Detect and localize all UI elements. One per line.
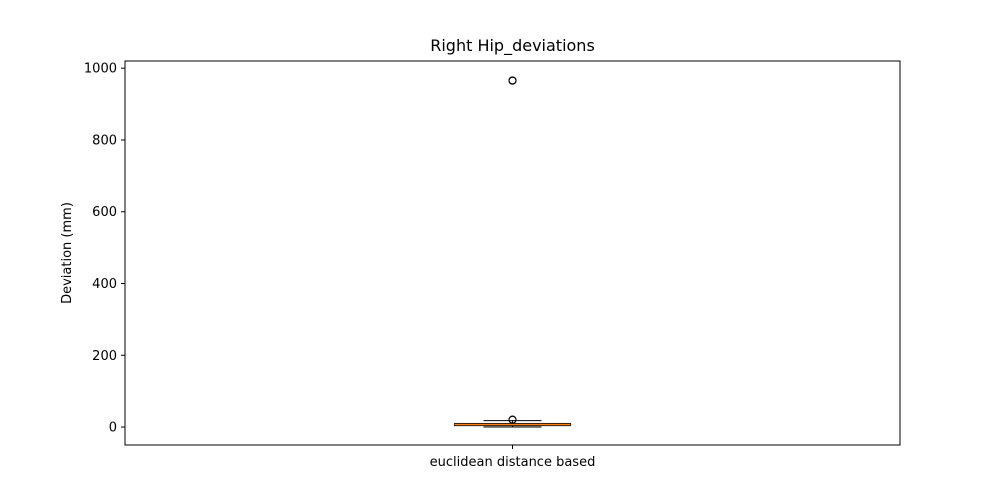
y-tick-label: 200 xyxy=(92,349,117,364)
y-tick-label: 400 xyxy=(92,277,117,292)
plot-area-frame xyxy=(124,60,901,446)
outlier-point xyxy=(508,415,517,424)
box-group xyxy=(454,76,571,428)
y-tick-label: 1000 xyxy=(84,62,117,77)
y-tick-label: 0 xyxy=(109,421,117,436)
y-tick-label: 600 xyxy=(92,205,117,220)
boxes xyxy=(454,76,571,428)
x-axis: euclidean distance based xyxy=(430,445,596,470)
chart-title: Right Hip_deviations xyxy=(430,36,595,56)
y-tick-label: 800 xyxy=(92,133,117,148)
x-tick-label: euclidean distance based xyxy=(430,455,596,470)
y-axis: 0 200 400 600 800 1000 xyxy=(84,62,125,436)
y-axis-label: Deviation (mm) xyxy=(60,202,75,304)
outlier-point xyxy=(508,76,517,85)
